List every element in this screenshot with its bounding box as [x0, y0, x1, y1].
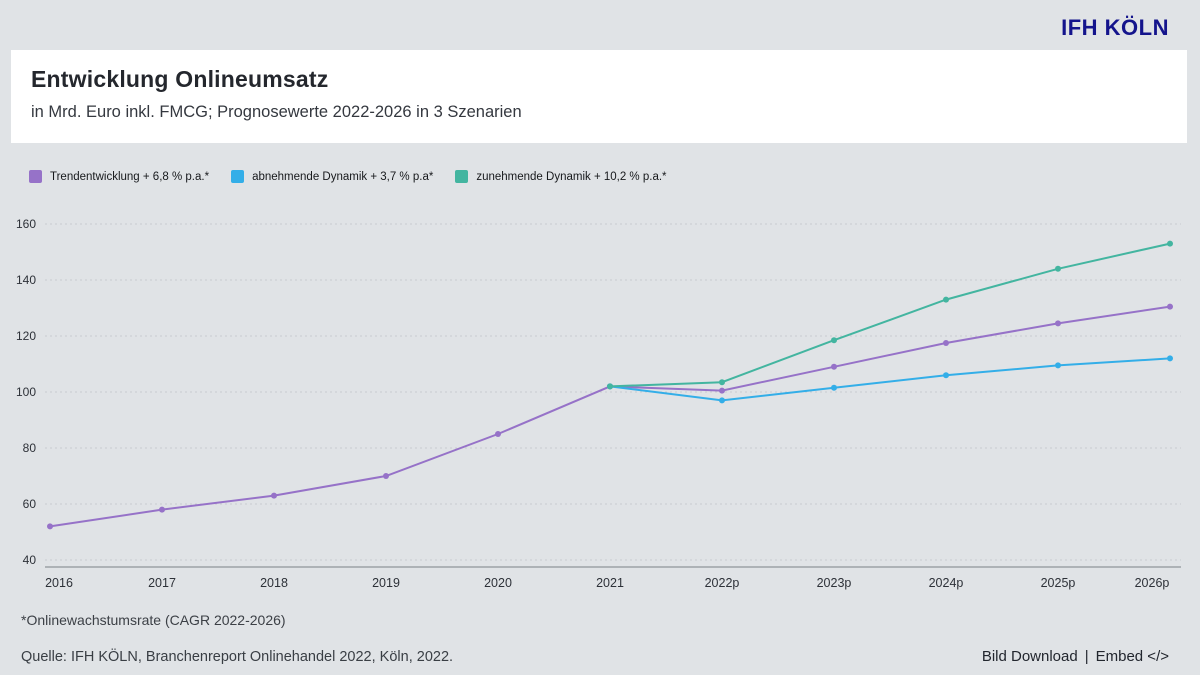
x-tick-label: 2022p: [705, 576, 740, 590]
source-line: Quelle: IFH KÖLN, Branchenreport Onlineh…: [21, 649, 454, 665]
trendentwicklung-swatch-icon: [29, 170, 42, 183]
data-point[interactable]: [943, 340, 949, 346]
embed-link[interactable]: Embed </>: [1095, 648, 1169, 665]
x-tick-label: 2020: [484, 576, 512, 590]
x-tick-label: 2024p: [929, 576, 964, 590]
x-tick-label: 2016: [45, 576, 73, 590]
y-tick-label: 160: [16, 217, 36, 231]
chart-legend: Trendentwicklung + 6,8 % p.a.* abnehmend…: [29, 170, 667, 183]
bild-download-link[interactable]: Bild Download: [981, 648, 1078, 665]
x-tick-label: 2019: [372, 576, 400, 590]
data-point[interactable]: [383, 473, 389, 479]
page-title: Entwicklung Onlineumsatz: [31, 66, 329, 92]
x-tick-label: 2023p: [817, 576, 852, 590]
y-tick-label: 140: [16, 273, 36, 287]
legend-item-abnehmende-dynamik: abnehmende Dynamik + 3,7 % p.a*: [231, 170, 433, 183]
data-point[interactable]: [495, 431, 501, 437]
footnote: *Onlinewachstumsrate (CAGR 2022-2026): [21, 612, 286, 628]
y-tick-label: 40: [23, 553, 37, 567]
zunehmende-dynamik-swatch-icon: [455, 170, 469, 183]
data-point[interactable]: [1167, 240, 1173, 247]
legend-label: abnehmende Dynamik + 3,7 % p.a*: [252, 170, 434, 183]
legend-item-zunehmende-dynamik: zunehmende Dynamik + 10,2 % p.a.*: [455, 170, 667, 183]
legend-label: Trendentwicklung + 6,8 % p.a.*: [50, 170, 210, 183]
y-tick-label: 120: [16, 329, 36, 343]
data-point[interactable]: [271, 492, 277, 499]
data-point[interactable]: [831, 384, 837, 391]
x-tick-label: 2021: [596, 576, 624, 590]
y-tick-label: 100: [16, 385, 36, 399]
page-subtitle: in Mrd. Euro inkl. FMCG; Prognosewerte 2…: [31, 103, 522, 121]
data-point[interactable]: [831, 363, 837, 370]
data-point[interactable]: [719, 387, 725, 394]
x-tick-label: 2026p: [1135, 576, 1170, 590]
series-line: [49, 305, 1171, 528]
data-point[interactable]: [607, 383, 613, 390]
header-card: Entwicklung Onlineumsatz in Mrd. Euro in…: [11, 50, 1187, 143]
legend-item-trendentwicklung: Trendentwicklung + 6,8 % p.a.*: [29, 170, 209, 183]
data-point[interactable]: [831, 337, 837, 344]
ifh-koeln-logo: IFH KÖLN: [1061, 15, 1169, 40]
separator: |: [1084, 648, 1089, 665]
legend-label: zunehmende Dynamik + 10,2 % p.a.*: [476, 170, 667, 183]
data-point[interactable]: [47, 523, 53, 530]
chart-actions: Bild Download | Embed </>: [982, 648, 1169, 665]
x-tick-label: 2025p: [1041, 576, 1076, 590]
series-line: [609, 357, 1171, 402]
data-point[interactable]: [1055, 265, 1061, 272]
x-tick-label: 2018: [260, 576, 288, 590]
data-point[interactable]: [159, 506, 165, 513]
series-line: [609, 242, 1171, 388]
data-point[interactable]: [943, 296, 949, 303]
data-point[interactable]: [1167, 355, 1173, 362]
abnehmende-dynamik-swatch-icon: [231, 170, 245, 183]
data-point[interactable]: [1055, 320, 1061, 327]
data-point[interactable]: [719, 397, 725, 404]
data-point[interactable]: [943, 372, 949, 379]
x-tick-label: 2017: [148, 576, 176, 590]
y-tick-label: 80: [23, 441, 37, 455]
data-point[interactable]: [1167, 303, 1173, 310]
data-point[interactable]: [719, 379, 725, 386]
y-tick-label: 60: [23, 497, 37, 511]
data-point[interactable]: [1055, 362, 1061, 369]
